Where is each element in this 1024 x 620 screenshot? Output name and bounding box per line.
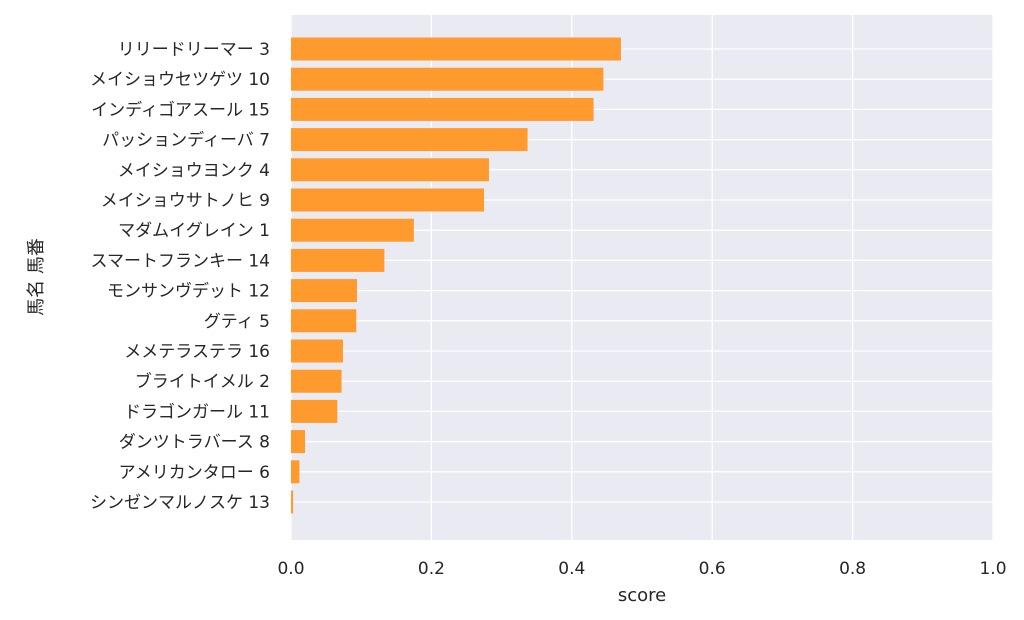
bar [291,128,528,152]
bar [291,37,621,61]
bar [291,339,343,363]
bar [291,399,338,423]
x-tick-label: 0.2 [418,559,445,579]
category-label: アメリカンタロー 6 [119,463,270,483]
bar [291,248,385,272]
category-labels: リリードリーマー 3 メイショウセツゲツ 10 インディゴアスール 15 パッションデ… [90,40,270,513]
category-label: パッションディーバ 7 [102,130,270,151]
bar [291,279,357,303]
category-label: ドラゴンガール 11 [124,401,270,422]
x-tick-label: 0.0 [277,559,304,579]
x-tick-label: 0.6 [699,559,726,579]
category-label: ダンツトラバース 8 [119,433,270,453]
bar [291,490,294,514]
bar [291,309,357,333]
category-label: ブライトイメル 2 [135,371,270,392]
bar [291,460,300,484]
bar [291,430,306,454]
bar [291,67,604,91]
x-tick-label: 0.4 [558,559,585,579]
bar [291,188,485,212]
category-label: メイショウヨンク 4 [118,161,270,181]
bars [291,37,621,514]
category-label: メメテラステラ 16 [124,342,270,362]
y-axis-title: 馬名 馬番 [26,238,47,316]
category-label: マダムイグレイン 1 [118,221,270,241]
category-label: メイショウセツゲツ 10 [90,70,270,90]
category-label: シンゼンマルノスケ 13 [90,493,270,513]
category-label: リリードリーマー 3 [118,40,270,60]
category-label: メイショウサトノヒ 9 [101,191,270,211]
x-axis-title: score [618,585,666,606]
plot-background [291,15,993,540]
category-label: インディゴアスール 15 [91,99,270,120]
x-tick-label: 0.8 [839,559,866,579]
category-label: グティ 5 [204,312,270,332]
bar [291,158,489,182]
bar [291,218,414,242]
x-tick-labels: 0.0 0.2 0.4 0.6 0.8 1.0 [277,559,1006,579]
category-label: スマートフランキー 14 [90,251,270,271]
x-tick-label: 1.0 [979,559,1006,579]
bar [291,369,342,393]
bar [291,97,594,121]
category-label: モンサンヴデット 12 [107,281,270,302]
